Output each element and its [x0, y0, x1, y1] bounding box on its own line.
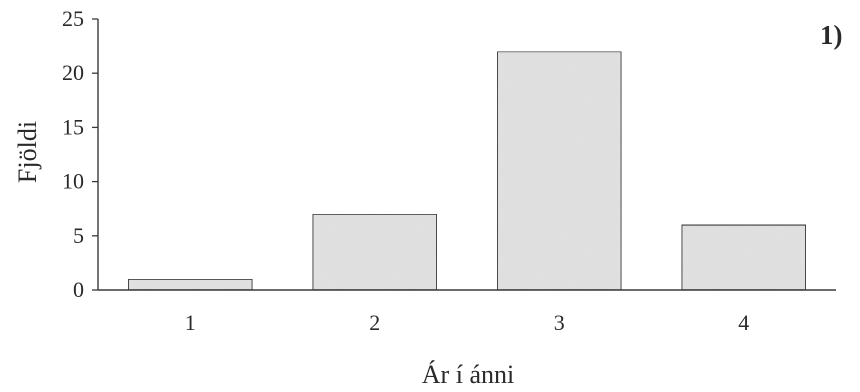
y-tick-label: 0 [73, 277, 84, 302]
bar-3 [496, 50, 622, 291]
y-axis-ticks: 0 5 10 15 20 25 [62, 6, 98, 302]
bar-2 [312, 213, 438, 291]
y-tick-label: 15 [62, 114, 84, 139]
y-tick-label: 25 [62, 6, 84, 31]
x-tick-label: 3 [554, 310, 565, 335]
bar-4 [681, 224, 807, 291]
y-tick-label: 10 [62, 169, 84, 194]
x-tick-label: 2 [369, 310, 380, 335]
bar-1 [127, 278, 253, 291]
bars-layer [127, 50, 807, 291]
x-tick-label: 1 [185, 310, 196, 335]
y-axis-title: Fjöldi [13, 121, 42, 183]
y-tick-label: 20 [62, 60, 84, 85]
x-tick-label: 4 [738, 310, 749, 335]
x-axis-title: Ár í ánni [422, 360, 514, 389]
panel-label: 1) [820, 20, 843, 50]
y-tick-label: 5 [73, 223, 84, 248]
x-axis-ticks: 1 2 3 4 [185, 310, 750, 335]
axes-layer [97, 19, 836, 291]
